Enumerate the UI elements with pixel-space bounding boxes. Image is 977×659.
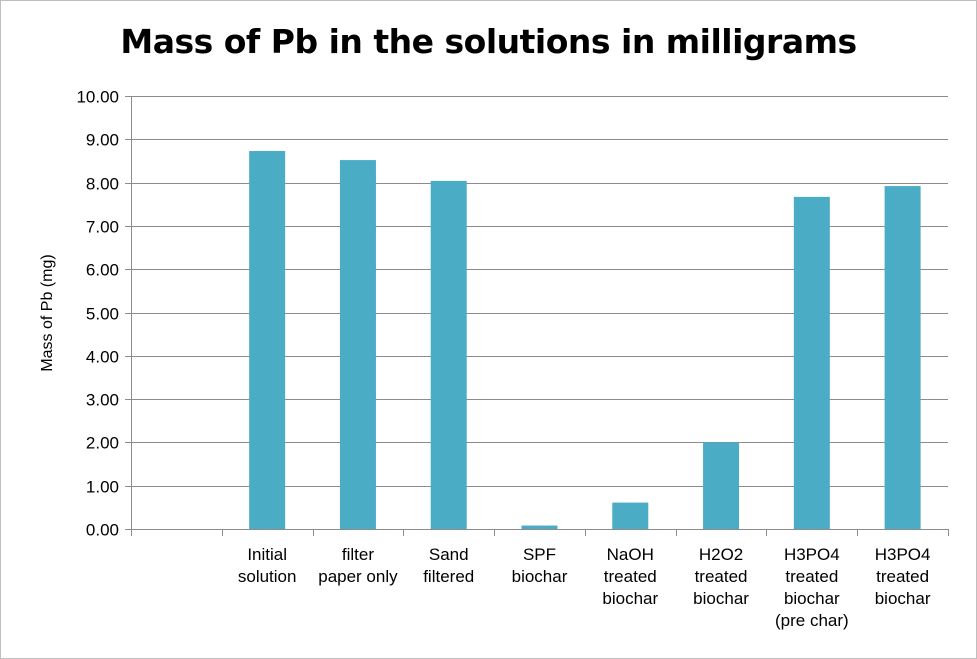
x-category-label: H2O2 treated biochar — [693, 545, 749, 608]
x-category-label-line: treated — [695, 567, 748, 586]
x-category-label: H3PO4 treated biochar (pre char) — [775, 545, 849, 630]
x-category-label-line: treated — [785, 567, 838, 586]
x-category-label-line: biochar — [784, 589, 840, 608]
x-category-label-line: solution — [238, 567, 297, 586]
x-category-label-line: H3PO4 — [875, 545, 931, 564]
y-tick-label: 10.00 — [76, 88, 119, 107]
x-category-label-line: treated — [604, 567, 657, 586]
x-category-label-line: NaOH — [607, 545, 654, 564]
x-category-label-line: biochar — [693, 589, 749, 608]
x-category-label: NaOH treated biochar — [602, 545, 658, 608]
x-category-label-line: treated — [876, 567, 929, 586]
x-category-labels: Initial solution filter paper only Sand filte… — [238, 545, 931, 630]
y-tick-label: 6.00 — [86, 261, 119, 280]
x-category-label-line: SPF — [523, 545, 556, 564]
x-category-label-line: filtered — [423, 567, 474, 586]
y-tick-label: 7.00 — [86, 218, 119, 237]
bars — [249, 150, 921, 530]
y-tick-label: 3.00 — [86, 391, 119, 410]
y-axis-title: Mass of Pb (mg) — [39, 254, 56, 371]
axes — [125, 96, 949, 536]
x-category-label-line: paper only — [318, 567, 398, 586]
y-tick-label: 0.00 — [86, 521, 119, 540]
y-tick-label: 2.00 — [86, 434, 119, 453]
y-tick-labels: 0.00 1.00 2.00 3.00 4.00 5.00 6.00 7.00 8.00 9.00… — [76, 88, 119, 540]
bar — [249, 150, 286, 529]
y-tick-label: 8.00 — [86, 175, 119, 194]
bar — [339, 160, 376, 530]
x-category-label-line: Initial — [247, 545, 287, 564]
bar — [793, 196, 830, 529]
x-category-label: Sand filtered — [423, 545, 474, 586]
y-tick-label: 9.00 — [86, 131, 119, 150]
bar — [703, 442, 740, 529]
x-category-label: Initial solution — [238, 545, 297, 586]
bar — [521, 525, 558, 529]
x-category-label: filter paper only — [318, 545, 398, 586]
x-category-label-line: (pre char) — [775, 611, 849, 630]
bar — [612, 502, 649, 529]
x-category-label-line: biochar — [512, 567, 568, 586]
y-tick-label: 1.00 — [86, 478, 119, 497]
bar — [430, 180, 467, 530]
x-category-label: SPF biochar — [512, 545, 568, 586]
x-category-label-line: filter — [342, 545, 374, 564]
x-category-label-line: Sand — [429, 545, 469, 564]
x-category-label-line: biochar — [602, 589, 658, 608]
x-category-label-line: H3PO4 — [784, 545, 840, 564]
y-tick-label: 5.00 — [86, 305, 119, 324]
x-category-label: H3PO4 treated biochar — [875, 545, 931, 608]
x-category-label-line: biochar — [875, 589, 931, 608]
x-category-label-line: H2O2 — [699, 545, 743, 564]
chart-title: Mass of Pb in the solutions in milligram… — [120, 22, 857, 61]
y-tick-label: 4.00 — [86, 348, 119, 367]
bar — [884, 186, 921, 529]
